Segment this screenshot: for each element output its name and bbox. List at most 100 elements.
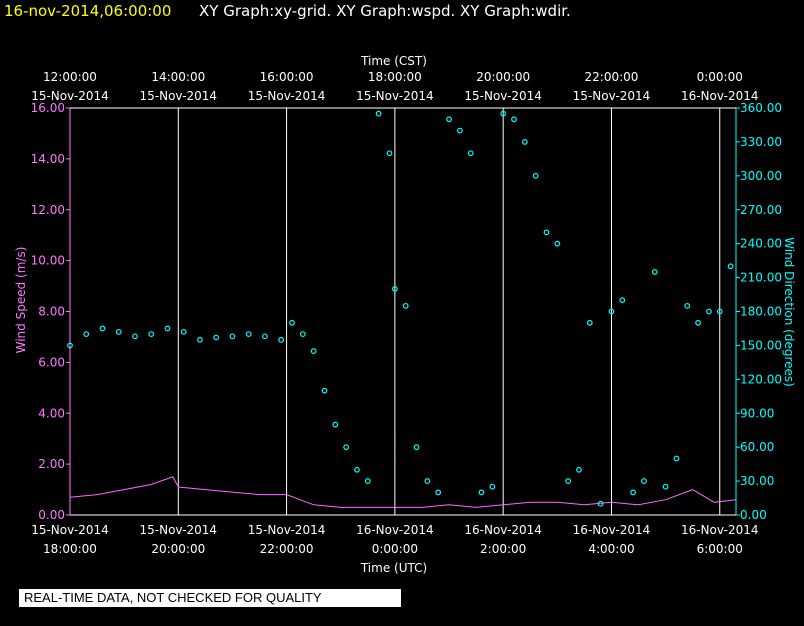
y-right-tick: 360.00 — [740, 101, 782, 115]
y-left-tick: 0.00 — [38, 508, 65, 522]
wind-direction-point — [262, 333, 268, 340]
bottom-tick-time: 4:00:00 — [588, 542, 634, 556]
wind-direction-point — [197, 336, 203, 343]
wind-direction-point — [706, 308, 712, 315]
bottom-tick-time: 20:00:00 — [151, 542, 205, 556]
wind-direction-point — [278, 336, 285, 343]
top-tick-date: 15-Nov-2014 — [464, 89, 542, 103]
wind-direction-point — [532, 172, 539, 179]
y-left-tick: 8.00 — [38, 305, 65, 319]
bottom-tick-time: 18:00:00 — [43, 542, 97, 556]
bottom-tick-date: 16-Nov-2014 — [573, 523, 651, 537]
top-tick-date: 15-Nov-2014 — [573, 89, 651, 103]
wind-direction-point — [608, 308, 615, 315]
right-axis-title: Wind Direction (degrees) — [782, 237, 796, 387]
wind-direction-point — [245, 331, 252, 338]
wind-direction-point — [83, 331, 90, 338]
bottom-tick-time: 0:00:00 — [372, 542, 418, 556]
y-right-tick: 180.00 — [740, 305, 782, 319]
y-right-tick: 270.00 — [740, 203, 782, 217]
wind-direction-point — [554, 240, 561, 247]
y-left-tick: 4.00 — [38, 406, 65, 420]
top-tick-time: 16:00:00 — [260, 70, 314, 84]
y-left-tick: 14.00 — [31, 152, 65, 166]
wind-direction-point — [727, 263, 734, 270]
y-right-tick: 60.00 — [740, 440, 774, 454]
tick-labels: 12:00:0015-Nov-201414:00:0015-Nov-201416… — [31, 70, 782, 556]
y-right-tick: 330.00 — [740, 135, 782, 149]
top-tick-date: 15-Nov-2014 — [248, 89, 326, 103]
wind-direction-point — [619, 297, 626, 304]
top-tick-date: 15-Nov-2014 — [140, 89, 218, 103]
wind-direction-point — [148, 331, 155, 338]
wind-direction-point — [467, 150, 474, 157]
y-right-tick: 240.00 — [740, 237, 782, 251]
wind-direction-point — [446, 116, 452, 123]
wind-direction-point — [662, 483, 669, 490]
bottom-tick-date: 15-Nov-2014 — [31, 523, 109, 537]
wind-speed-line — [69, 476, 737, 508]
header-timestamp: 16-nov-2014,06:00:00 — [4, 2, 171, 20]
left-axis-title: Wind Speed (m/s) — [14, 247, 28, 354]
wind-direction-point — [332, 421, 339, 428]
wind-direction-point — [213, 334, 220, 341]
wind-direction-point — [651, 269, 658, 275]
wind-direction-point — [424, 478, 431, 484]
bottom-tick-date: 16-Nov-2014 — [681, 523, 759, 537]
top-tick-time: 20:00:00 — [476, 70, 530, 84]
y-right-tick: 300.00 — [740, 169, 782, 183]
y-left-tick: 12.00 — [31, 203, 65, 217]
wind-direction-point — [289, 319, 295, 326]
top-tick-time: 0:00:00 — [697, 70, 743, 84]
wind-direction-point — [597, 500, 604, 507]
wind-direction-point — [521, 139, 528, 145]
wind-direction-point — [641, 478, 647, 484]
wind-direction-point — [456, 127, 463, 134]
wind-direction-point — [180, 328, 187, 335]
wind-direction-point — [478, 489, 485, 496]
wind-direction-point — [576, 466, 582, 473]
y-right-tick: 150.00 — [740, 338, 782, 352]
wind-direction-point — [684, 302, 691, 309]
wind-direction-point — [673, 455, 680, 462]
bottom-tick-time: 22:00:00 — [260, 542, 314, 556]
wind-direction-point — [500, 110, 507, 117]
wind-direction-point — [543, 229, 550, 236]
header-graphs: XY Graph:xy-grid. XY Graph:wspd. XY Grap… — [199, 2, 571, 20]
y-left-tick: 2.00 — [38, 457, 65, 471]
top-tick-date: 15-Nov-2014 — [356, 89, 434, 103]
wind-direction-point — [229, 333, 236, 340]
top-tick-date: 15-Nov-2014 — [31, 89, 109, 103]
bottom-tick-date: 15-Nov-2014 — [248, 523, 326, 537]
top-tick-time: 14:00:00 — [151, 70, 205, 84]
wind-direction-point — [321, 387, 328, 394]
wind-direction-point — [164, 325, 171, 332]
wind-direction-point — [310, 348, 317, 354]
wind-direction-point — [386, 150, 393, 157]
bottom-tick-time: 2:00:00 — [480, 542, 526, 556]
wind-direction-point — [695, 319, 701, 326]
wind-direction-point — [299, 331, 306, 338]
top-tick-time: 22:00:00 — [585, 70, 639, 84]
wind-direction-point — [435, 489, 442, 496]
wind-direction-point — [132, 333, 138, 340]
wind-direction-point — [716, 308, 723, 315]
wind-direction-point — [343, 444, 350, 451]
top-tick-date: 16-Nov-2014 — [681, 89, 759, 103]
wind-direction-point — [354, 466, 360, 473]
wind-direction-point — [413, 444, 420, 451]
wind-direction-point — [364, 478, 371, 484]
y-left-tick: 6.00 — [38, 355, 65, 369]
wind-direction-point — [586, 319, 593, 326]
y-left-tick: 16.00 — [31, 101, 65, 115]
bottom-tick-date: 16-Nov-2014 — [464, 523, 542, 537]
grid-lines — [69, 108, 721, 515]
wind-direction-point — [115, 328, 122, 335]
bottom-axis-title: Time (UTC) — [360, 561, 427, 575]
top-tick-time: 18:00:00 — [368, 70, 422, 84]
wind-direction-point — [511, 116, 517, 123]
wind-direction-point — [375, 110, 382, 117]
wind-direction-point — [99, 325, 106, 332]
plot-series — [67, 110, 737, 508]
